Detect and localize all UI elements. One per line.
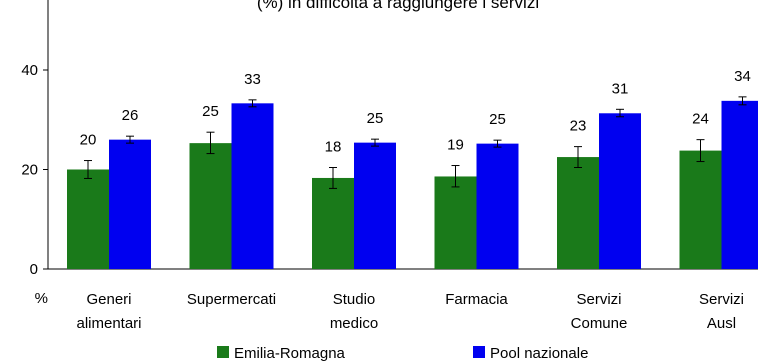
bar-pool-nazionale xyxy=(231,103,274,270)
legend-label: Pool nazionale xyxy=(490,345,588,361)
category-label: Farmacia xyxy=(445,291,508,308)
data-label: 31 xyxy=(612,80,629,97)
bar-pool-nazionale xyxy=(109,139,151,269)
bars xyxy=(67,96,758,270)
legend: Emilia-Romagna Pool nazionale xyxy=(217,345,588,361)
data-label: 23 xyxy=(570,118,587,135)
bar-emilia-romagna xyxy=(189,143,232,269)
category-label-line: Servizi xyxy=(576,291,621,308)
chart-title: (%) in difficoltà a raggiungere i serviz… xyxy=(257,0,539,12)
data-label: 34 xyxy=(734,68,751,85)
data-label: 18 xyxy=(325,139,342,156)
y-tick-label: 40 xyxy=(21,62,38,79)
data-label: 24 xyxy=(692,111,709,128)
category-label-line: Ausl xyxy=(707,315,736,332)
category-label: Generi alimentari xyxy=(76,291,141,332)
category-label-line: Studio xyxy=(333,291,376,308)
category-label-line: alimentari xyxy=(76,315,141,332)
legend-label: Emilia-Romagna xyxy=(234,345,346,361)
data-label: 26 xyxy=(122,107,139,124)
bar-pool-nazionale xyxy=(721,100,758,269)
bar-emilia-romagna xyxy=(679,150,722,269)
category-label-line: Servizi xyxy=(699,291,744,308)
legend-swatch xyxy=(473,346,485,358)
bar-emilia-romagna xyxy=(67,169,109,269)
data-labels: 20 26 25 33 18 25 19 25 23 31 24 34 xyxy=(80,68,751,156)
data-label: 25 xyxy=(489,111,506,128)
category-label: Servizi Ausl xyxy=(699,291,744,332)
legend-swatch xyxy=(217,346,229,358)
data-label: 25 xyxy=(202,103,219,120)
category-label-line: Generi xyxy=(86,291,131,308)
category-label-line: Farmacia xyxy=(445,291,508,308)
bar-pool-nazionale xyxy=(354,142,396,269)
y-axis-unit-label: % xyxy=(35,290,48,307)
data-label: 19 xyxy=(447,137,464,154)
y-tick-label: 0 xyxy=(30,261,38,278)
category-label: Servizi Comune xyxy=(571,291,628,332)
category-label: Studio medico xyxy=(330,291,378,332)
category-label-line: medico xyxy=(330,315,378,332)
bar-emilia-romagna xyxy=(434,176,477,269)
bar-emilia-romagna xyxy=(557,157,599,269)
bar-emilia-romagna xyxy=(312,177,354,269)
data-label: 25 xyxy=(367,110,384,127)
y-tick-label: 20 xyxy=(21,162,38,179)
category-label-line: Supermercati xyxy=(187,291,276,308)
bar-pool-nazionale xyxy=(599,113,641,269)
bar-pool-nazionale xyxy=(476,143,519,269)
category-label-line: Comune xyxy=(571,315,628,332)
data-label: 33 xyxy=(244,71,261,88)
category-labels: Generi alimentari Supermercati Studio medico… xyxy=(76,291,744,332)
data-label: 20 xyxy=(80,132,97,149)
category-label: Supermercati xyxy=(187,291,276,308)
